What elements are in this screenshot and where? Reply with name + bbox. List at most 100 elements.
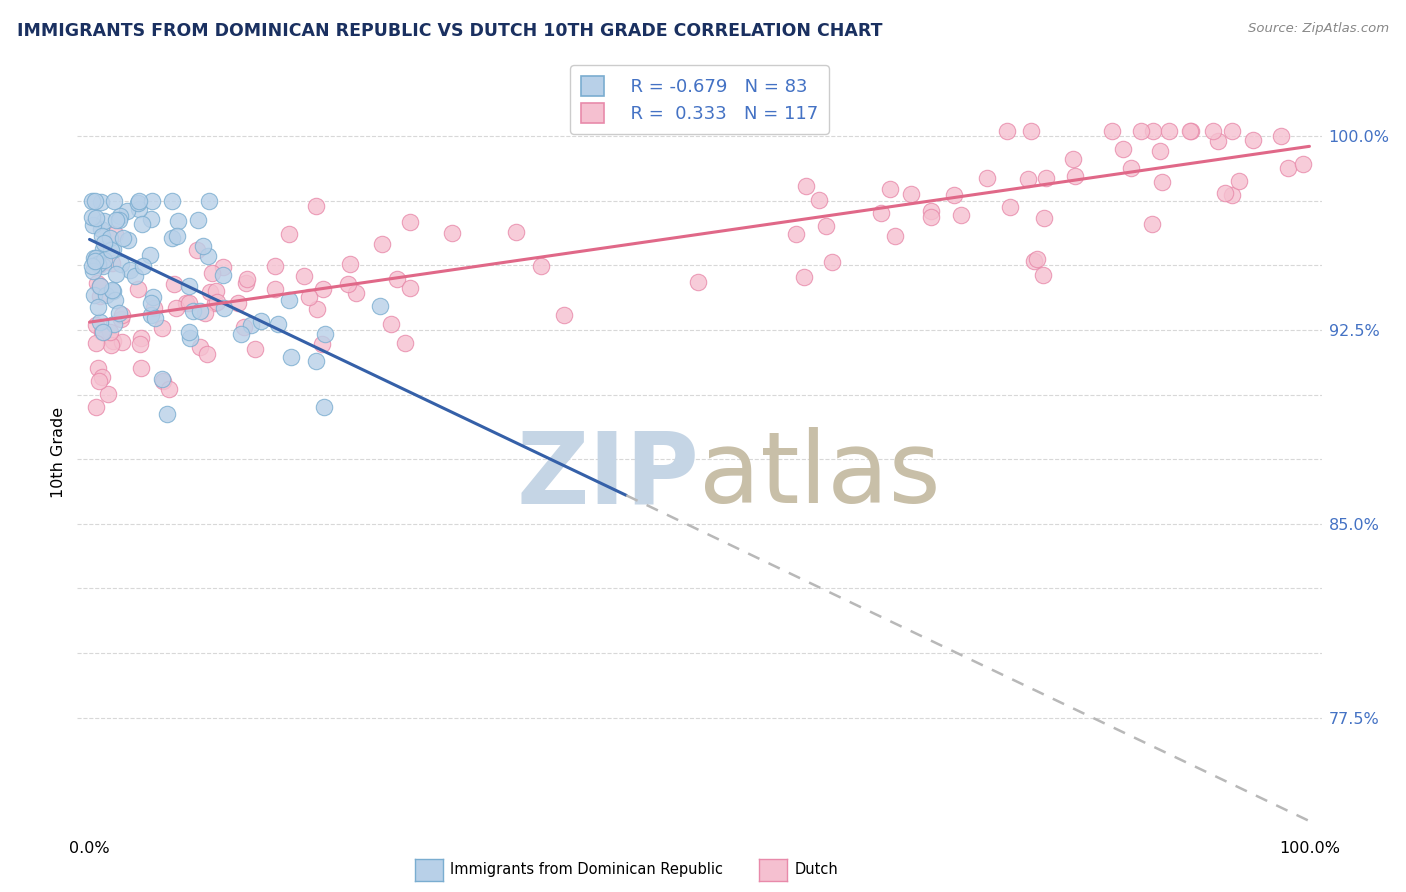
- Point: [143, 301, 166, 315]
- Point: [233, 320, 256, 334]
- Point: [98, 231, 121, 245]
- Point: [943, 188, 966, 202]
- Point: [394, 335, 416, 350]
- Point: [920, 210, 942, 224]
- Point: [204, 296, 226, 310]
- Point: [821, 254, 844, 268]
- Point: [165, 301, 187, 315]
- Point: [84, 211, 107, 225]
- Point: [101, 243, 124, 257]
- Point: [239, 318, 262, 332]
- Point: [530, 259, 553, 273]
- Point: [129, 331, 152, 345]
- Point: [553, 308, 575, 322]
- Point: [200, 285, 222, 299]
- Point: [89, 278, 111, 293]
- Point: [108, 209, 131, 223]
- Point: [89, 289, 111, 303]
- Point: [143, 310, 166, 325]
- Point: [205, 284, 228, 298]
- Point: [84, 401, 107, 415]
- Point: [91, 325, 114, 339]
- Point: [214, 301, 236, 315]
- Point: [1129, 124, 1152, 138]
- Point: [142, 290, 165, 304]
- Point: [292, 268, 315, 283]
- Point: [129, 361, 152, 376]
- Point: [156, 407, 179, 421]
- Point: [152, 374, 174, 388]
- Point: [124, 269, 146, 284]
- Point: [91, 370, 114, 384]
- Point: [87, 300, 110, 314]
- Point: [280, 350, 302, 364]
- Point: [91, 242, 114, 256]
- Point: [91, 326, 114, 340]
- Point: [976, 170, 998, 185]
- Point: [1026, 252, 1049, 266]
- Point: [312, 400, 335, 414]
- Point: [94, 287, 117, 301]
- Legend:   R = -0.679   N = 83,   R =  0.333   N = 117: R = -0.679 N = 83, R = 0.333 N = 117: [569, 65, 830, 134]
- Point: [264, 281, 287, 295]
- Point: [399, 215, 422, 229]
- Point: [1227, 173, 1250, 187]
- Point: [111, 334, 134, 349]
- Point: [1159, 124, 1181, 138]
- Point: [163, 277, 186, 291]
- Point: [104, 227, 127, 242]
- Point: [104, 267, 127, 281]
- Point: [1142, 124, 1164, 138]
- Point: [90, 222, 112, 236]
- Point: [1032, 268, 1054, 282]
- Point: [197, 249, 219, 263]
- Point: [87, 361, 110, 376]
- Point: [86, 251, 108, 265]
- Point: [1101, 124, 1123, 138]
- Point: [305, 353, 328, 368]
- Point: [91, 229, 114, 244]
- Point: [186, 243, 208, 257]
- Point: [152, 372, 174, 386]
- Point: [166, 229, 188, 244]
- Point: [188, 340, 211, 354]
- Point: [305, 198, 328, 212]
- Point: [211, 260, 233, 274]
- Point: [380, 317, 402, 331]
- Point: [131, 259, 153, 273]
- Point: [1201, 124, 1223, 138]
- Point: [229, 326, 252, 341]
- Point: [1032, 211, 1054, 225]
- Point: [101, 285, 124, 299]
- Point: [1022, 253, 1045, 268]
- Point: [998, 200, 1021, 214]
- Point: [1149, 144, 1171, 158]
- Point: [100, 243, 122, 257]
- Point: [1270, 129, 1292, 144]
- Point: [1017, 172, 1039, 186]
- Point: [128, 202, 150, 217]
- Point: [90, 194, 112, 209]
- Point: [105, 213, 128, 227]
- Point: [98, 326, 121, 340]
- Point: [1112, 142, 1135, 156]
- Point: [89, 374, 111, 388]
- Point: [108, 213, 131, 227]
- Point: [101, 255, 124, 269]
- Point: [307, 301, 329, 316]
- Point: [111, 309, 134, 323]
- Point: [160, 194, 183, 208]
- Y-axis label: 10th Grade: 10th Grade: [51, 407, 66, 499]
- Point: [1220, 124, 1243, 138]
- Point: [1206, 134, 1229, 148]
- Point: [814, 219, 837, 234]
- Point: [995, 124, 1018, 138]
- Point: [111, 230, 134, 244]
- Point: [110, 311, 132, 326]
- Point: [100, 338, 122, 352]
- Point: [117, 203, 139, 218]
- Point: [235, 277, 257, 291]
- Text: ZIP: ZIP: [516, 427, 700, 524]
- Point: [93, 252, 115, 267]
- Point: [141, 211, 163, 226]
